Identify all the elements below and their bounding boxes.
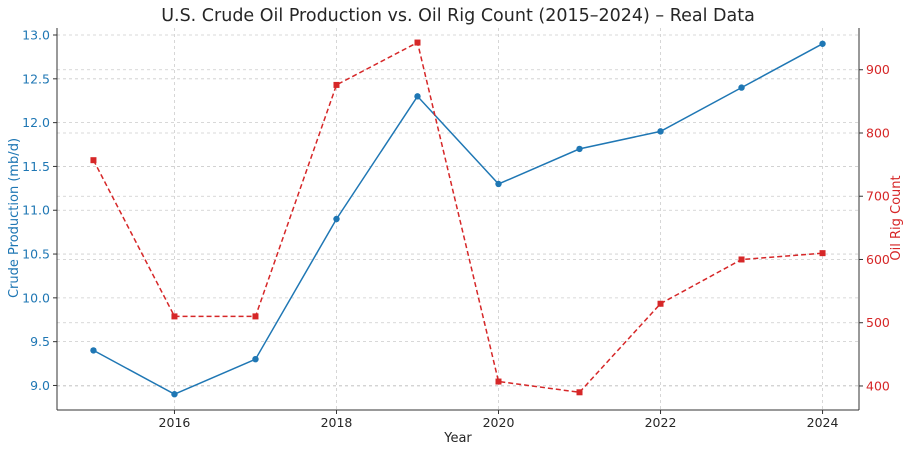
series [90,39,826,398]
right-y-tick-label: 700 [866,189,890,204]
rig-count-point [738,256,745,263]
crude-production-point [819,40,826,47]
left-y-tick-label: 11.0 [22,203,50,218]
crude-production-point [657,128,664,135]
crude-production-point [414,93,421,100]
crude-production-point [171,391,178,398]
x-axis-label: Year [443,431,472,446]
x-tick-label: 2024 [807,415,839,430]
rig-count-point [576,389,583,396]
rig-count-point [414,39,421,46]
right-y-tick-label: 800 [866,125,890,140]
right-y-tick-label: 400 [866,378,890,393]
rig-count-point [252,313,259,320]
rig-count-point [657,300,664,307]
crude-production-point [90,347,97,354]
left-y-tick-label: 11.5 [22,159,50,174]
x-tick-label: 2016 [159,415,191,430]
chart-title: U.S. Crude Oil Production vs. Oil Rig Co… [161,6,755,26]
rig-count-point [819,250,826,257]
crude-production-point [333,215,340,223]
left-y-tick-label: 9.5 [30,334,50,349]
left-y-tick-label: 10.0 [22,290,50,305]
left-y-tick-label: 12.0 [22,115,50,130]
right-y-tick-label: 900 [866,62,890,77]
right-y-tick-label: 600 [866,252,890,267]
rig-count-series-line [92,41,823,394]
grid [57,28,859,410]
crude-production-series-line [93,43,823,396]
right-y-axis-label: Oil Rig Count [889,175,904,260]
left-y-tick-label: 10.5 [22,247,50,262]
rig-count-point [90,157,97,164]
crude-production-point [252,355,259,363]
left-y-tick-label: 13.0 [22,28,50,43]
rig-count-point [495,378,502,385]
x-tick-label: 2020 [483,415,515,430]
rig-count-point [333,81,340,88]
crude-production-point [576,145,583,153]
x-tick-label: 2022 [645,415,677,430]
x-tick-label: 2018 [321,415,353,430]
crude-production-point [738,84,745,91]
left-y-axis-label: Crude Production (mb/d) [7,138,22,298]
left-y-tick-label: 9.0 [30,378,50,393]
axes: 2016 2018 2020 2022 2024 9.0 9.5 10.0 10.5 11.0 11… [22,28,890,430]
left-y-tick-label: 12.5 [22,71,50,86]
crude-production-point [495,180,502,188]
rig-count-point [171,313,178,320]
right-y-tick-label: 500 [866,315,890,330]
